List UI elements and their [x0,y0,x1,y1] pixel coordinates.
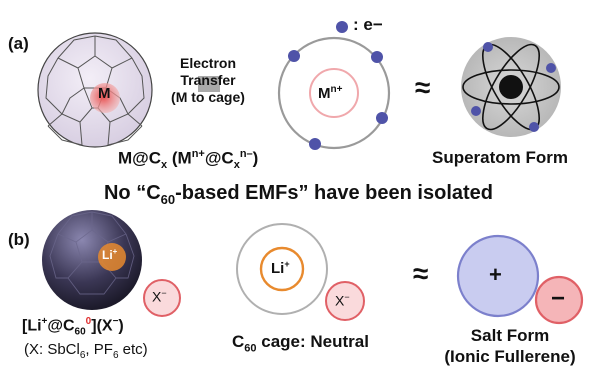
li-label-b-main: Li [102,248,113,262]
electron-dot [288,50,300,62]
headline-post: -based EMFs” have been isolated [175,182,493,204]
formula-b-sup2: 0 [85,316,92,327]
x-note-pre: (X: SbCl [24,341,80,358]
li-label-mid: Li+ [271,259,290,277]
headline-sub: 60 [160,192,176,207]
formula-b-sup3: − [112,316,119,327]
formula-b-close: ) [118,317,124,335]
li-mid-sup: + [284,259,290,269]
electron-legend-label: : e− [353,15,383,34]
formula-a-mid: (M [167,148,192,168]
formula-a-mid2: @C [204,148,234,168]
salt-line-1: Salt Form [470,326,550,345]
anion-label-b: X− [152,288,167,305]
x-note: (X: SbCl6, PF6 etc) [24,341,148,361]
minus-sign: − [551,285,566,312]
fullerene-cage-b [42,210,142,310]
electron-dot [371,51,383,63]
metal-atom-a [90,83,120,113]
formula-a-end: ) [252,148,259,168]
x-note-mid: , PF [85,341,113,358]
x-note-sub1: 6 [79,350,86,361]
electron-dot [376,112,388,124]
anion-x-mid [325,281,365,321]
cage-pre: C [232,332,245,351]
atom-model-a [277,36,391,150]
fullerene-cage-a [37,32,153,148]
approx-sign-b: ≈ [413,258,429,289]
ion-sup: n+ [330,84,343,95]
legend-electron-icon [336,21,348,33]
formula-b-sup1: + [41,316,48,327]
formula-b-pre: [Li [22,317,42,335]
cage-neutral-caption: C60 cage: Neutral [232,332,369,354]
metal-label-a: M [98,85,111,102]
cation-circle [456,234,540,318]
transfer-line-1: Electron [179,55,236,71]
ion-main: M [318,85,331,102]
superatom-caption: Superatom Form [432,148,569,167]
salt-form-caption: Salt Form (Ionic Fullerene) [430,325,590,367]
x-note-sub2: 6 [112,350,119,361]
transfer-line-3: (M to cage) [171,89,245,105]
panel-a-label: (a) [8,34,29,53]
metal-ion-label: Mn+ [318,84,342,102]
formula-b-end: ](X [91,317,113,335]
approx-sign-a: ≈ [415,72,431,103]
electron-transfer-text: Electron Transfer (M to cage) [158,55,258,106]
formula-b: [Li+@C600](X−) [22,316,124,338]
electron-dot [309,138,321,150]
formula-a-sub2: x [233,159,240,172]
anion-x-b [143,279,181,317]
li-ion-b [98,243,126,271]
li-label-b: Li+ [102,247,117,262]
li-mid-main: Li [271,260,285,277]
headline-pre: No “C [103,182,161,204]
x-note-end: etc) [118,341,148,358]
formula-a: M@Cx (Mn+@Cxn–) [118,148,258,171]
salt-line-2: (Ionic Fullerene) [444,347,576,366]
headline: No “C60-based EMFs” have been isolated [0,182,597,207]
transfer-box [198,76,220,92]
x-mid-main: X [335,292,345,309]
formula-a-sup1: n+ [191,148,205,160]
anion-label-b-sup: − [161,288,167,298]
formula-b-mid: @C [47,317,75,335]
panel-b-label: (b) [8,230,30,249]
li-label-b-sup: + [112,247,118,256]
anion-label-b-main: X [152,288,162,305]
transfer-line-2: Transfer [180,72,236,88]
li-ion-mid [259,246,305,292]
formula-b-sub: 60 [74,326,86,338]
anion-label-mid: X− [335,292,350,309]
superatom-icon [461,37,561,137]
formula-a-pre: M@C [118,148,162,168]
cage-sub: 60 [244,342,257,355]
plus-sign: + [489,262,502,287]
formula-a-sup2: n– [239,148,253,160]
formula-a-sub1: x [161,159,168,172]
cage-post: cage: Neutral [256,332,369,351]
x-mid-sup: − [344,292,350,302]
anion-circle [534,275,584,325]
